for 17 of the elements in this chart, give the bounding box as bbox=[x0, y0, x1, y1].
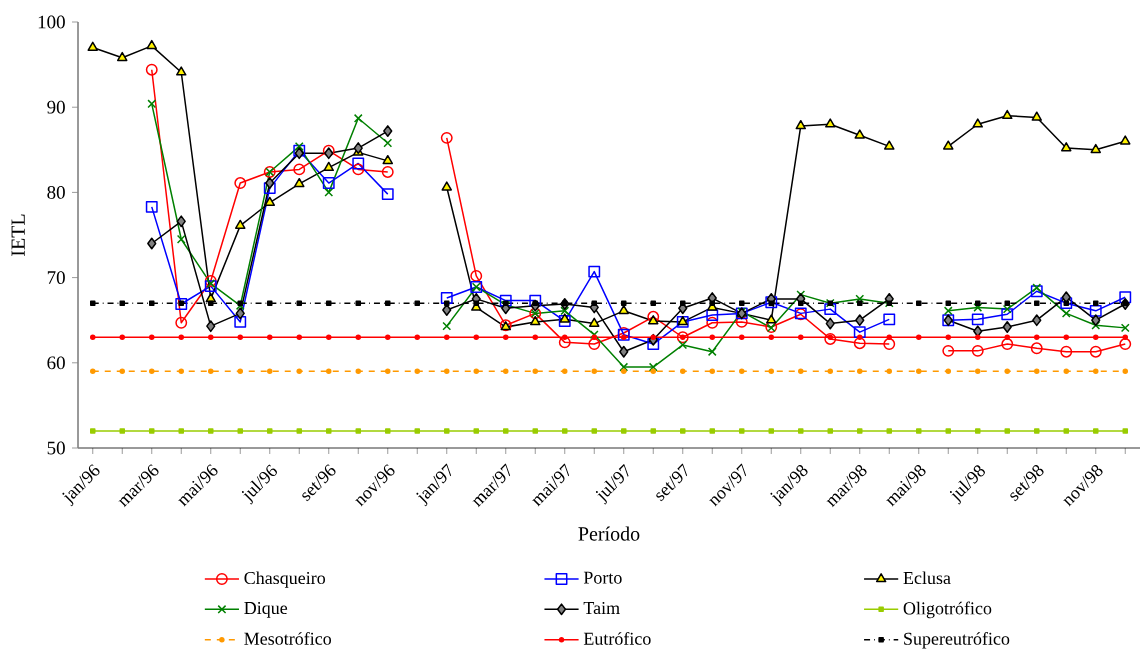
y-tick-label: 70 bbox=[47, 271, 65, 285]
x-axis-title: Período bbox=[578, 526, 640, 541]
legend-label: Eutrófico bbox=[583, 631, 651, 645]
y-tick-label: 50 bbox=[47, 441, 65, 455]
legend-label: Mesotrófico bbox=[244, 631, 332, 645]
legend-label: Eclusa bbox=[903, 571, 951, 585]
legend-label: Supereutrófico bbox=[904, 631, 1010, 649]
y-tick-label: 80 bbox=[47, 185, 65, 199]
y-tick-label: 90 bbox=[47, 100, 65, 114]
legend-label: Taim bbox=[583, 601, 620, 615]
legend-label: Chasqueiro bbox=[244, 571, 326, 588]
y-tick-label: 100 bbox=[38, 15, 65, 29]
legend-label: Porto bbox=[583, 571, 622, 584]
legend-label: Oligotrófico bbox=[903, 601, 992, 619]
y-axis-title: IETL bbox=[11, 214, 25, 256]
legend-label: Dique bbox=[244, 601, 288, 618]
y-tick-label: 60 bbox=[47, 356, 65, 370]
